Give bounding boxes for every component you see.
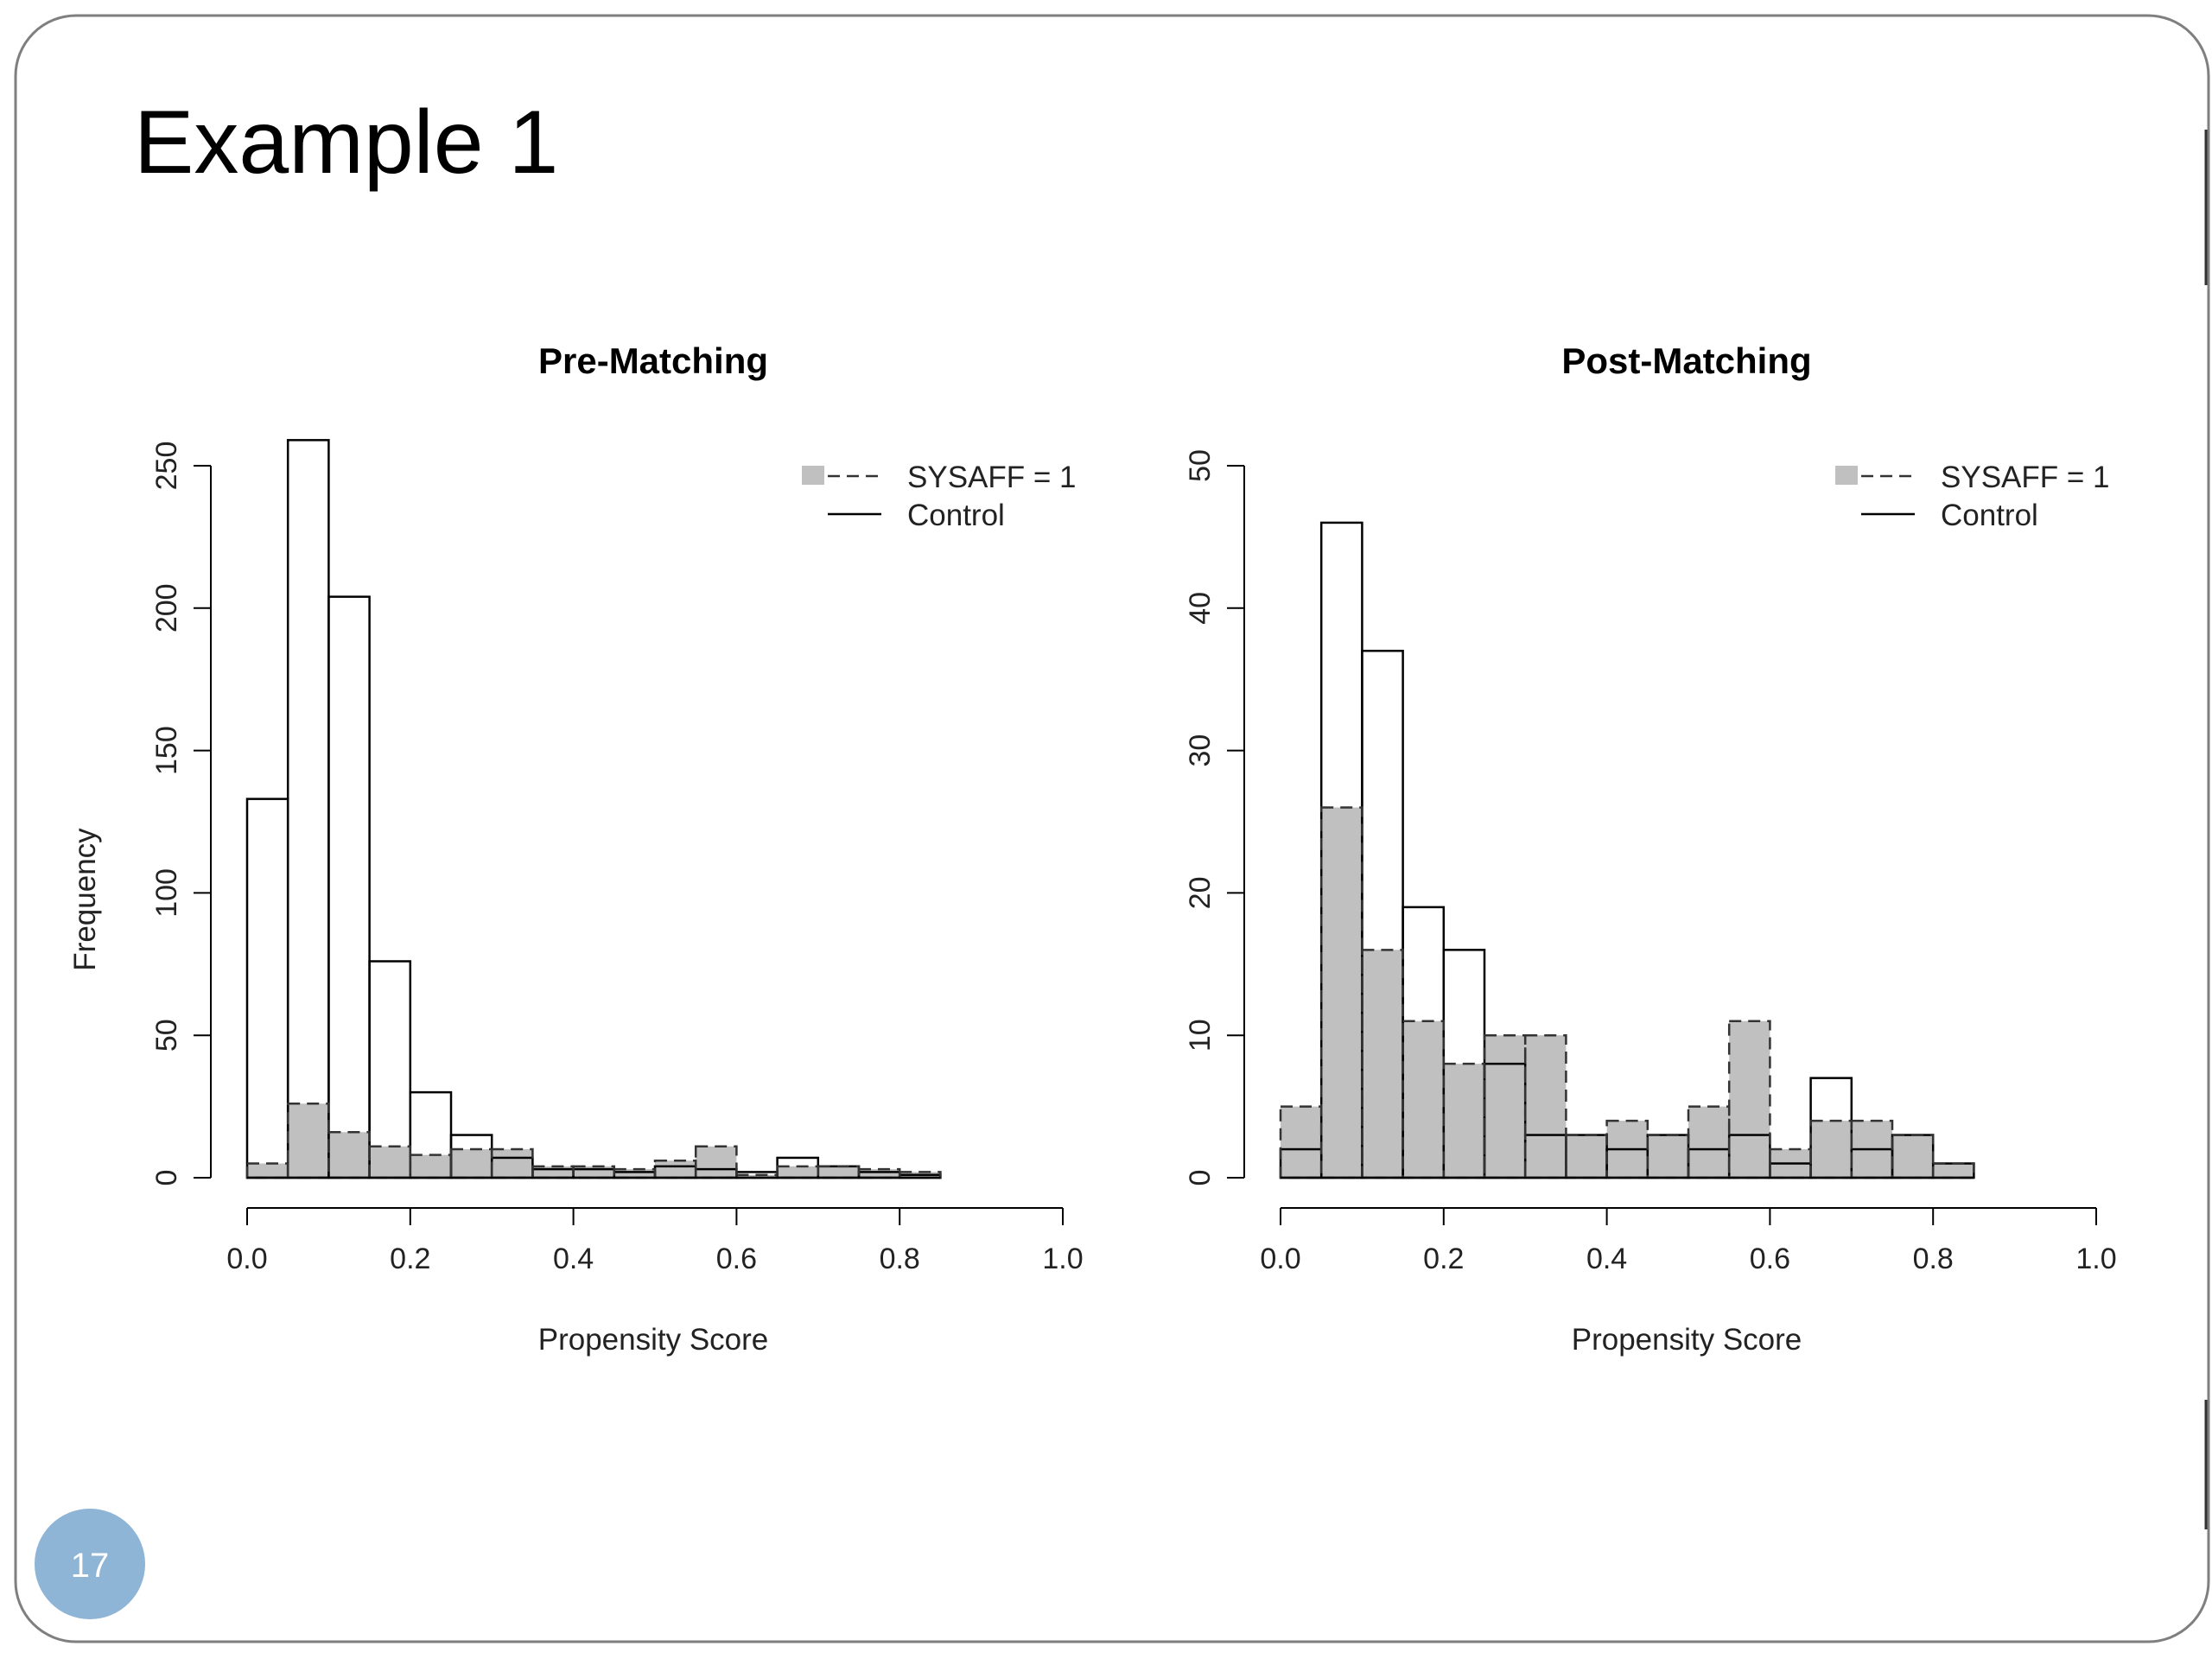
legend-label-control: Control [1941,499,2038,532]
treated-bar-outline [1523,1033,1567,1179]
y-tick-label: 50 [1184,449,1217,482]
treated-bar [1281,1106,1322,1178]
treated-bar [410,1154,451,1178]
treated-bar [817,1166,859,1178]
treated-bar [696,1146,737,1178]
x-tick-label: 0.4 [1586,1243,1627,1275]
treated-bar-outline [694,1145,738,1179]
treated-bar [532,1166,574,1178]
legend-label-control: Control [907,499,1005,532]
x-tick-label: 0.2 [390,1243,430,1275]
x-tick-label: 1.0 [1042,1243,1083,1275]
y-tick-label: 100 [150,868,183,918]
pre-matching-chart: Pre-Matching 0.0 0.2 0.4 0.6 0.8 1.0 Propensity… [68,340,1084,1357]
post-matching-chart: Post-Matching 0.0 0.2 0.4 0.6 0.8 1.0 Propensit… [1184,340,2117,1357]
x-tick-label: 0.6 [1750,1243,1790,1275]
treated-bar-outline [1931,1162,1975,1179]
chart-title: Pre-Matching [538,340,768,381]
y-tick-label: 10 [1184,1019,1217,1052]
chart-title: Post-Matching [1561,340,1811,381]
treated-bar [613,1169,655,1178]
legend: SYSAFF = 1 Control [1835,461,2110,532]
x-axis-label: Propensity Score [538,1323,769,1357]
legend-label-treated: SYSAFF = 1 [1941,461,2110,494]
treated-bar [1647,1135,1688,1178]
treated-bar [1810,1121,1852,1178]
y-tick-label: 50 [150,1019,183,1052]
slide-frame [14,14,2210,1643]
treated-bar [492,1149,533,1178]
x-tick-label: 0.0 [226,1243,267,1275]
y-tick-label: 200 [150,583,183,632]
slide-title: Example 1 [134,92,558,193]
legend-label-treated: SYSAFF = 1 [907,461,1077,494]
treated-bar [328,1132,370,1178]
x-axis-label: Propensity Score [1572,1323,1802,1357]
treated-bar-outline [368,1145,412,1179]
x-tick-label: 1.0 [2075,1243,2116,1275]
treated-bar [1362,950,1403,1178]
treated-bar [1402,1020,1444,1178]
x-tick-label: 0.6 [716,1243,757,1275]
legend-swatch-treated [1835,466,1858,485]
treated-bar-outline [1483,1033,1527,1179]
y-tick-label: 250 [150,442,183,491]
treated-bar [1525,1035,1567,1178]
treated-bar [1892,1135,1934,1178]
treated-bar [1729,1020,1770,1178]
page-number-badge [35,1509,145,1619]
treated-bar [777,1166,818,1178]
x-tick-label: 0.8 [1913,1243,1954,1275]
treated-bar [573,1166,614,1178]
treated-bar-outline [449,1147,493,1179]
treated-bar-outline [1319,806,1363,1179]
y-tick-label: 0 [150,1170,183,1186]
treated-bar [1933,1163,1974,1178]
x-tick-label: 0.2 [1423,1243,1464,1275]
treated-bar [1484,1035,1526,1178]
y-tick-label: 40 [1184,592,1217,625]
treated-bar [1688,1106,1730,1178]
treated-bar-outline [1279,1105,1323,1179]
page-number: 17 [71,1547,110,1585]
treated-bar [1443,1064,1484,1178]
treated-bar [288,1103,329,1178]
x-tick-label: 0.0 [1260,1243,1300,1275]
y-tick-label: 30 [1184,734,1217,767]
treated-bar [451,1149,493,1178]
y-tick-label: 20 [1184,876,1217,909]
treated-bar [655,1160,696,1178]
treated-bar-outline [490,1147,534,1179]
treated-bar-outline [1769,1147,1812,1179]
legend-swatch-treated [802,466,824,485]
x-tick-label: 0.4 [553,1243,594,1275]
treated-bar [247,1163,289,1178]
y-tick-label: 150 [150,726,183,775]
legend: SYSAFF = 1 Control [802,461,1077,532]
x-tick-label: 0.8 [880,1243,920,1275]
treated-bar [369,1146,410,1178]
treated-bar [736,1174,778,1178]
y-axis-label: Frequency [68,828,102,971]
y-tick-label: 0 [1184,1170,1217,1186]
treated-bar [1566,1135,1607,1178]
treated-bar [859,1169,900,1178]
treated-bar [1321,807,1363,1178]
treated-bar-outline [857,1167,901,1179]
